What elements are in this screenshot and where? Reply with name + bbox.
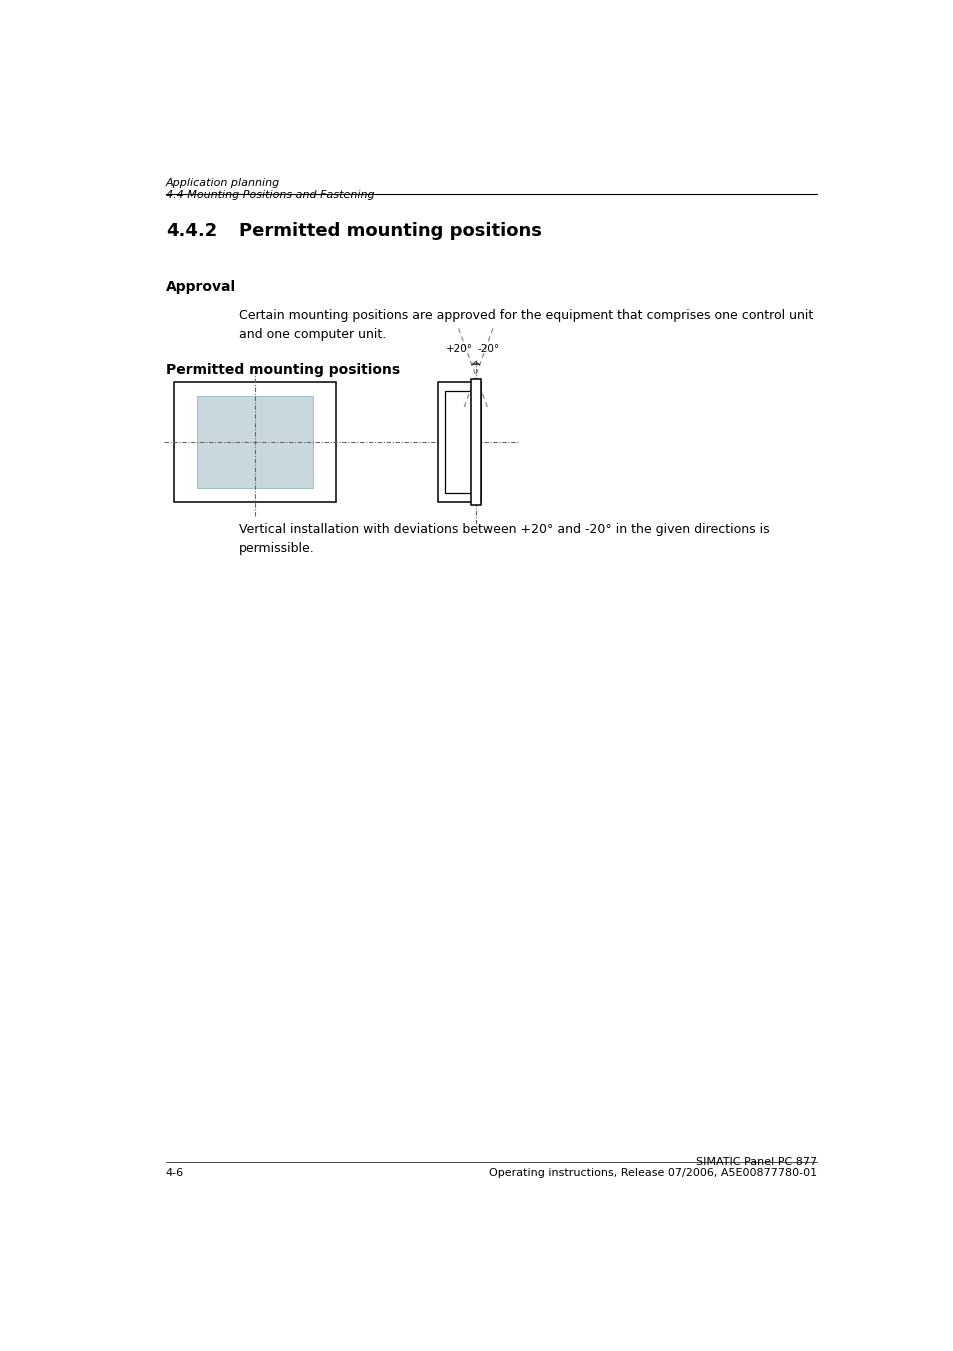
Bar xyxy=(173,382,335,501)
Text: Application planning: Application planning xyxy=(166,177,280,188)
Text: Permitted mounting positions: Permitted mounting positions xyxy=(239,222,541,240)
Text: Approval: Approval xyxy=(166,280,235,293)
Bar xyxy=(445,390,471,493)
Text: Permitted mounting positions: Permitted mounting positions xyxy=(166,363,399,377)
Text: 4-6: 4-6 xyxy=(166,1167,184,1178)
Bar xyxy=(196,396,313,488)
Bar xyxy=(470,380,480,505)
Text: Vertical installation with deviations between +20° and -20° in the given directi: Vertical installation with deviations be… xyxy=(239,523,769,555)
Text: SIMATIC Panel PC 877: SIMATIC Panel PC 877 xyxy=(695,1156,816,1167)
Text: 4.4 Mounting Positions and Fastening: 4.4 Mounting Positions and Fastening xyxy=(166,190,374,200)
Text: Certain mounting positions are approved for the equipment that comprises one con: Certain mounting positions are approved … xyxy=(239,309,813,342)
Text: +20°: +20° xyxy=(445,345,472,354)
Text: Operating instructions, Release 07/2006, A5E00877780-01: Operating instructions, Release 07/2006,… xyxy=(488,1167,816,1178)
Text: -20°: -20° xyxy=(476,345,499,354)
Text: 4.4.2: 4.4.2 xyxy=(166,222,216,240)
Bar xyxy=(437,382,480,501)
